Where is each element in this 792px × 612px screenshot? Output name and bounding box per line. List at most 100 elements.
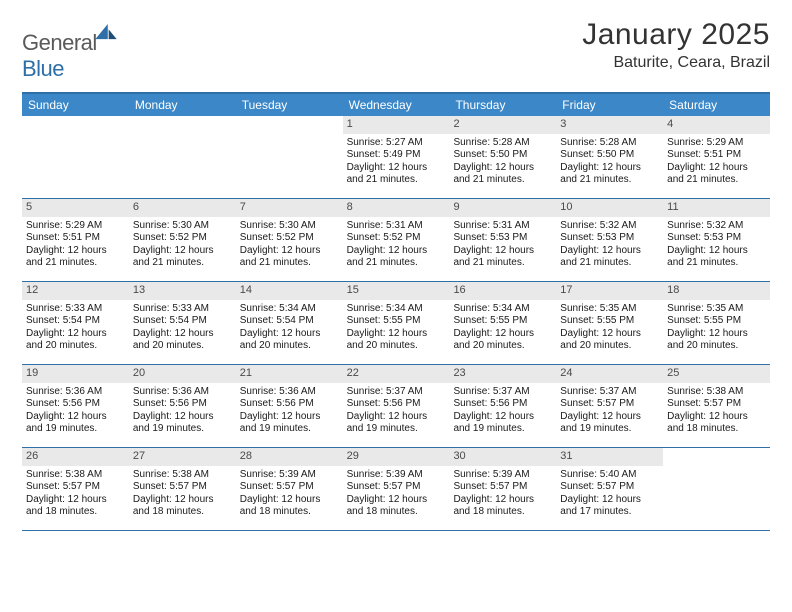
day-number: 5 (22, 199, 129, 217)
day-number: 31 (556, 448, 663, 466)
daylight-line: Daylight: 12 hours and 18 minutes. (240, 494, 339, 519)
sunset-line: Sunset: 5:53 PM (667, 232, 766, 245)
sunrise-line: Sunrise: 5:39 AM (240, 469, 339, 482)
sunrise-line: Sunrise: 5:31 AM (347, 220, 446, 233)
day-cell: 30Sunrise: 5:39 AMSunset: 5:57 PMDayligh… (449, 448, 556, 530)
sunrise-line: Sunrise: 5:39 AM (453, 469, 552, 482)
sunset-line: Sunset: 5:53 PM (560, 232, 659, 245)
day-number: 27 (129, 448, 236, 466)
weekday-header: Wednesday (343, 94, 450, 116)
sunrise-line: Sunrise: 5:27 AM (347, 137, 446, 150)
sunrise-line: Sunrise: 5:33 AM (133, 303, 232, 316)
day-number: 12 (22, 282, 129, 300)
daylight-line: Daylight: 12 hours and 21 minutes. (453, 162, 552, 187)
sunrise-line: Sunrise: 5:38 AM (133, 469, 232, 482)
day-cell: 8 Sunrise: 5:31 AMSunset: 5:52 PMDaylight… (343, 199, 450, 281)
day-cell: 9Sunrise: 5:31 AMSunset: 5:53 PMDaylight… (449, 199, 556, 281)
day-cell: 14Sunrise: 5:34 AMSunset: 5:54 PMDayligh… (236, 282, 343, 364)
day-cell: 6Sunrise: 5:30 AMSunset: 5:52 PMDaylight… (129, 199, 236, 281)
day-cell: 20Sunrise: 5:36 AMSunset: 5:56 PMDayligh… (129, 365, 236, 447)
daylight-line: Daylight: 12 hours and 21 minutes. (347, 162, 446, 187)
daylight-line: Daylight: 12 hours and 20 minutes. (667, 328, 766, 353)
day-number: 29 (343, 448, 450, 466)
day-cell: 31Sunrise: 5:40 AMSunset: 5:57 PMDayligh… (556, 448, 663, 530)
day-cell: 12Sunrise: 5:33 AMSunset: 5:54 PMDayligh… (22, 282, 129, 364)
day-cell: 25Sunrise: 5:38 AMSunset: 5:57 PMDayligh… (663, 365, 770, 447)
weekday-header: Saturday (663, 94, 770, 116)
day-cell: 16Sunrise: 5:34 AMSunset: 5:55 PMDayligh… (449, 282, 556, 364)
day-cell: 27Sunrise: 5:38 AMSunset: 5:57 PMDayligh… (129, 448, 236, 530)
sunrise-line: Sunrise: 5:38 AM (667, 386, 766, 399)
day-number: 21 (236, 365, 343, 383)
day-number: 9 (449, 199, 556, 217)
week-row: 5Sunrise: 5:29 AMSunset: 5:51 PMDaylight… (22, 199, 770, 282)
sunrise-line: Sunrise: 5:35 AM (560, 303, 659, 316)
brand-word1: General (22, 30, 97, 55)
sunrise-line: Sunrise: 5:29 AM (26, 220, 125, 233)
sunrise-line: Sunrise: 5:34 AM (453, 303, 552, 316)
weekday-header: Friday (556, 94, 663, 116)
sunrise-line: Sunrise: 5:31 AM (453, 220, 552, 233)
daylight-line: Daylight: 12 hours and 18 minutes. (347, 494, 446, 519)
day-cell: 1Sunrise: 5:27 AMSunset: 5:49 PMDaylight… (343, 116, 450, 198)
daylight-line: Daylight: 12 hours and 19 minutes. (560, 411, 659, 436)
brand-logo: GeneralBlue (22, 24, 117, 82)
day-cell: 19Sunrise: 5:36 AMSunset: 5:56 PMDayligh… (22, 365, 129, 447)
day-number: 13 (129, 282, 236, 300)
sunset-line: Sunset: 5:57 PM (240, 481, 339, 494)
day-cell: 3Sunrise: 5:28 AMSunset: 5:50 PMDaylight… (556, 116, 663, 198)
sunrise-line: Sunrise: 5:36 AM (133, 386, 232, 399)
day-cell: 24Sunrise: 5:37 AMSunset: 5:57 PMDayligh… (556, 365, 663, 447)
brand-sail-icon (95, 24, 117, 40)
weekday-header: Thursday (449, 94, 556, 116)
daylight-line: Daylight: 12 hours and 18 minutes. (133, 494, 232, 519)
day-cell: . (129, 116, 236, 198)
sunset-line: Sunset: 5:51 PM (667, 149, 766, 162)
sunrise-line: Sunrise: 5:36 AM (26, 386, 125, 399)
daylight-line: Daylight: 12 hours and 20 minutes. (347, 328, 446, 353)
sunrise-line: Sunrise: 5:39 AM (347, 469, 446, 482)
brand-word2: Blue (22, 56, 64, 81)
sunrise-line: Sunrise: 5:28 AM (560, 137, 659, 150)
sunset-line: Sunset: 5:49 PM (347, 149, 446, 162)
day-number: 8 (343, 199, 450, 217)
day-number: 18 (663, 282, 770, 300)
day-number: 22 (343, 365, 450, 383)
sunset-line: Sunset: 5:57 PM (347, 481, 446, 494)
sunrise-line: Sunrise: 5:36 AM (240, 386, 339, 399)
day-number: 15 (343, 282, 450, 300)
day-cell: 29 Sunrise: 5:39 AMSunset: 5:57 PMDayligh… (343, 448, 450, 530)
day-cell: 10Sunrise: 5:32 AMSunset: 5:53 PMDayligh… (556, 199, 663, 281)
week-row: 12 Sunrise: 5:33 AM Sunset: 5:54 PM Dayligh… (22, 282, 770, 365)
sunset-line: Sunset: 5:55 PM (560, 315, 659, 328)
weekday-header: Sunday (22, 94, 129, 116)
sunset-line: Sunset: 5:52 PM (347, 232, 446, 245)
day-number: 11 (663, 199, 770, 217)
sunrise-line: Sunrise: 5:37 AM (453, 386, 552, 399)
day-number: 30 (449, 448, 556, 466)
day-number: 28 (236, 448, 343, 466)
day-number: 14 (236, 282, 343, 300)
daylight-line: Daylight: 12 hours and 21 minutes. (667, 245, 766, 270)
sunset-line: Sunset: 5:53 PM (453, 232, 552, 245)
daylight-line: Daylight: 12 hours and 18 minutes. (667, 411, 766, 436)
sunset-line: Sunset: 5:56 PM (240, 398, 339, 411)
daylight-line: Daylight: 12 hours and 18 minutes. (26, 494, 125, 519)
sunrise-line: Sunrise: 5:30 AM (240, 220, 339, 233)
sunset-line: Sunset: 5:54 PM (240, 315, 339, 328)
day-number: 20 (129, 365, 236, 383)
day-number: 24 (556, 365, 663, 383)
day-cell: 23Sunrise: 5:37 AMSunset: 5:56 PMDayligh… (449, 365, 556, 447)
daylight-line: Daylight: 12 hours and 21 minutes. (347, 245, 446, 270)
daylight-line: Daylight: 12 hours and 20 minutes. (133, 328, 232, 353)
day-cell: 18Sunrise: 5:35 AMSunset: 5:55 PMDayligh… (663, 282, 770, 364)
weekday-header: Tuesday (236, 94, 343, 116)
week-row: ...1Sunrise: 5:27 AMSunset: 5:49 PMDayli… (22, 116, 770, 199)
daylight-line: Daylight: 12 hours and 21 minutes. (133, 245, 232, 270)
day-cell: . (663, 448, 770, 530)
sunrise-line: Sunrise: 5:28 AM (453, 137, 552, 150)
day-number: 26 (22, 448, 129, 466)
sunrise-line: Sunrise: 5:34 AM (347, 303, 446, 316)
location: Baturite, Ceara, Brazil (582, 54, 770, 72)
day-number: 2 (449, 116, 556, 134)
